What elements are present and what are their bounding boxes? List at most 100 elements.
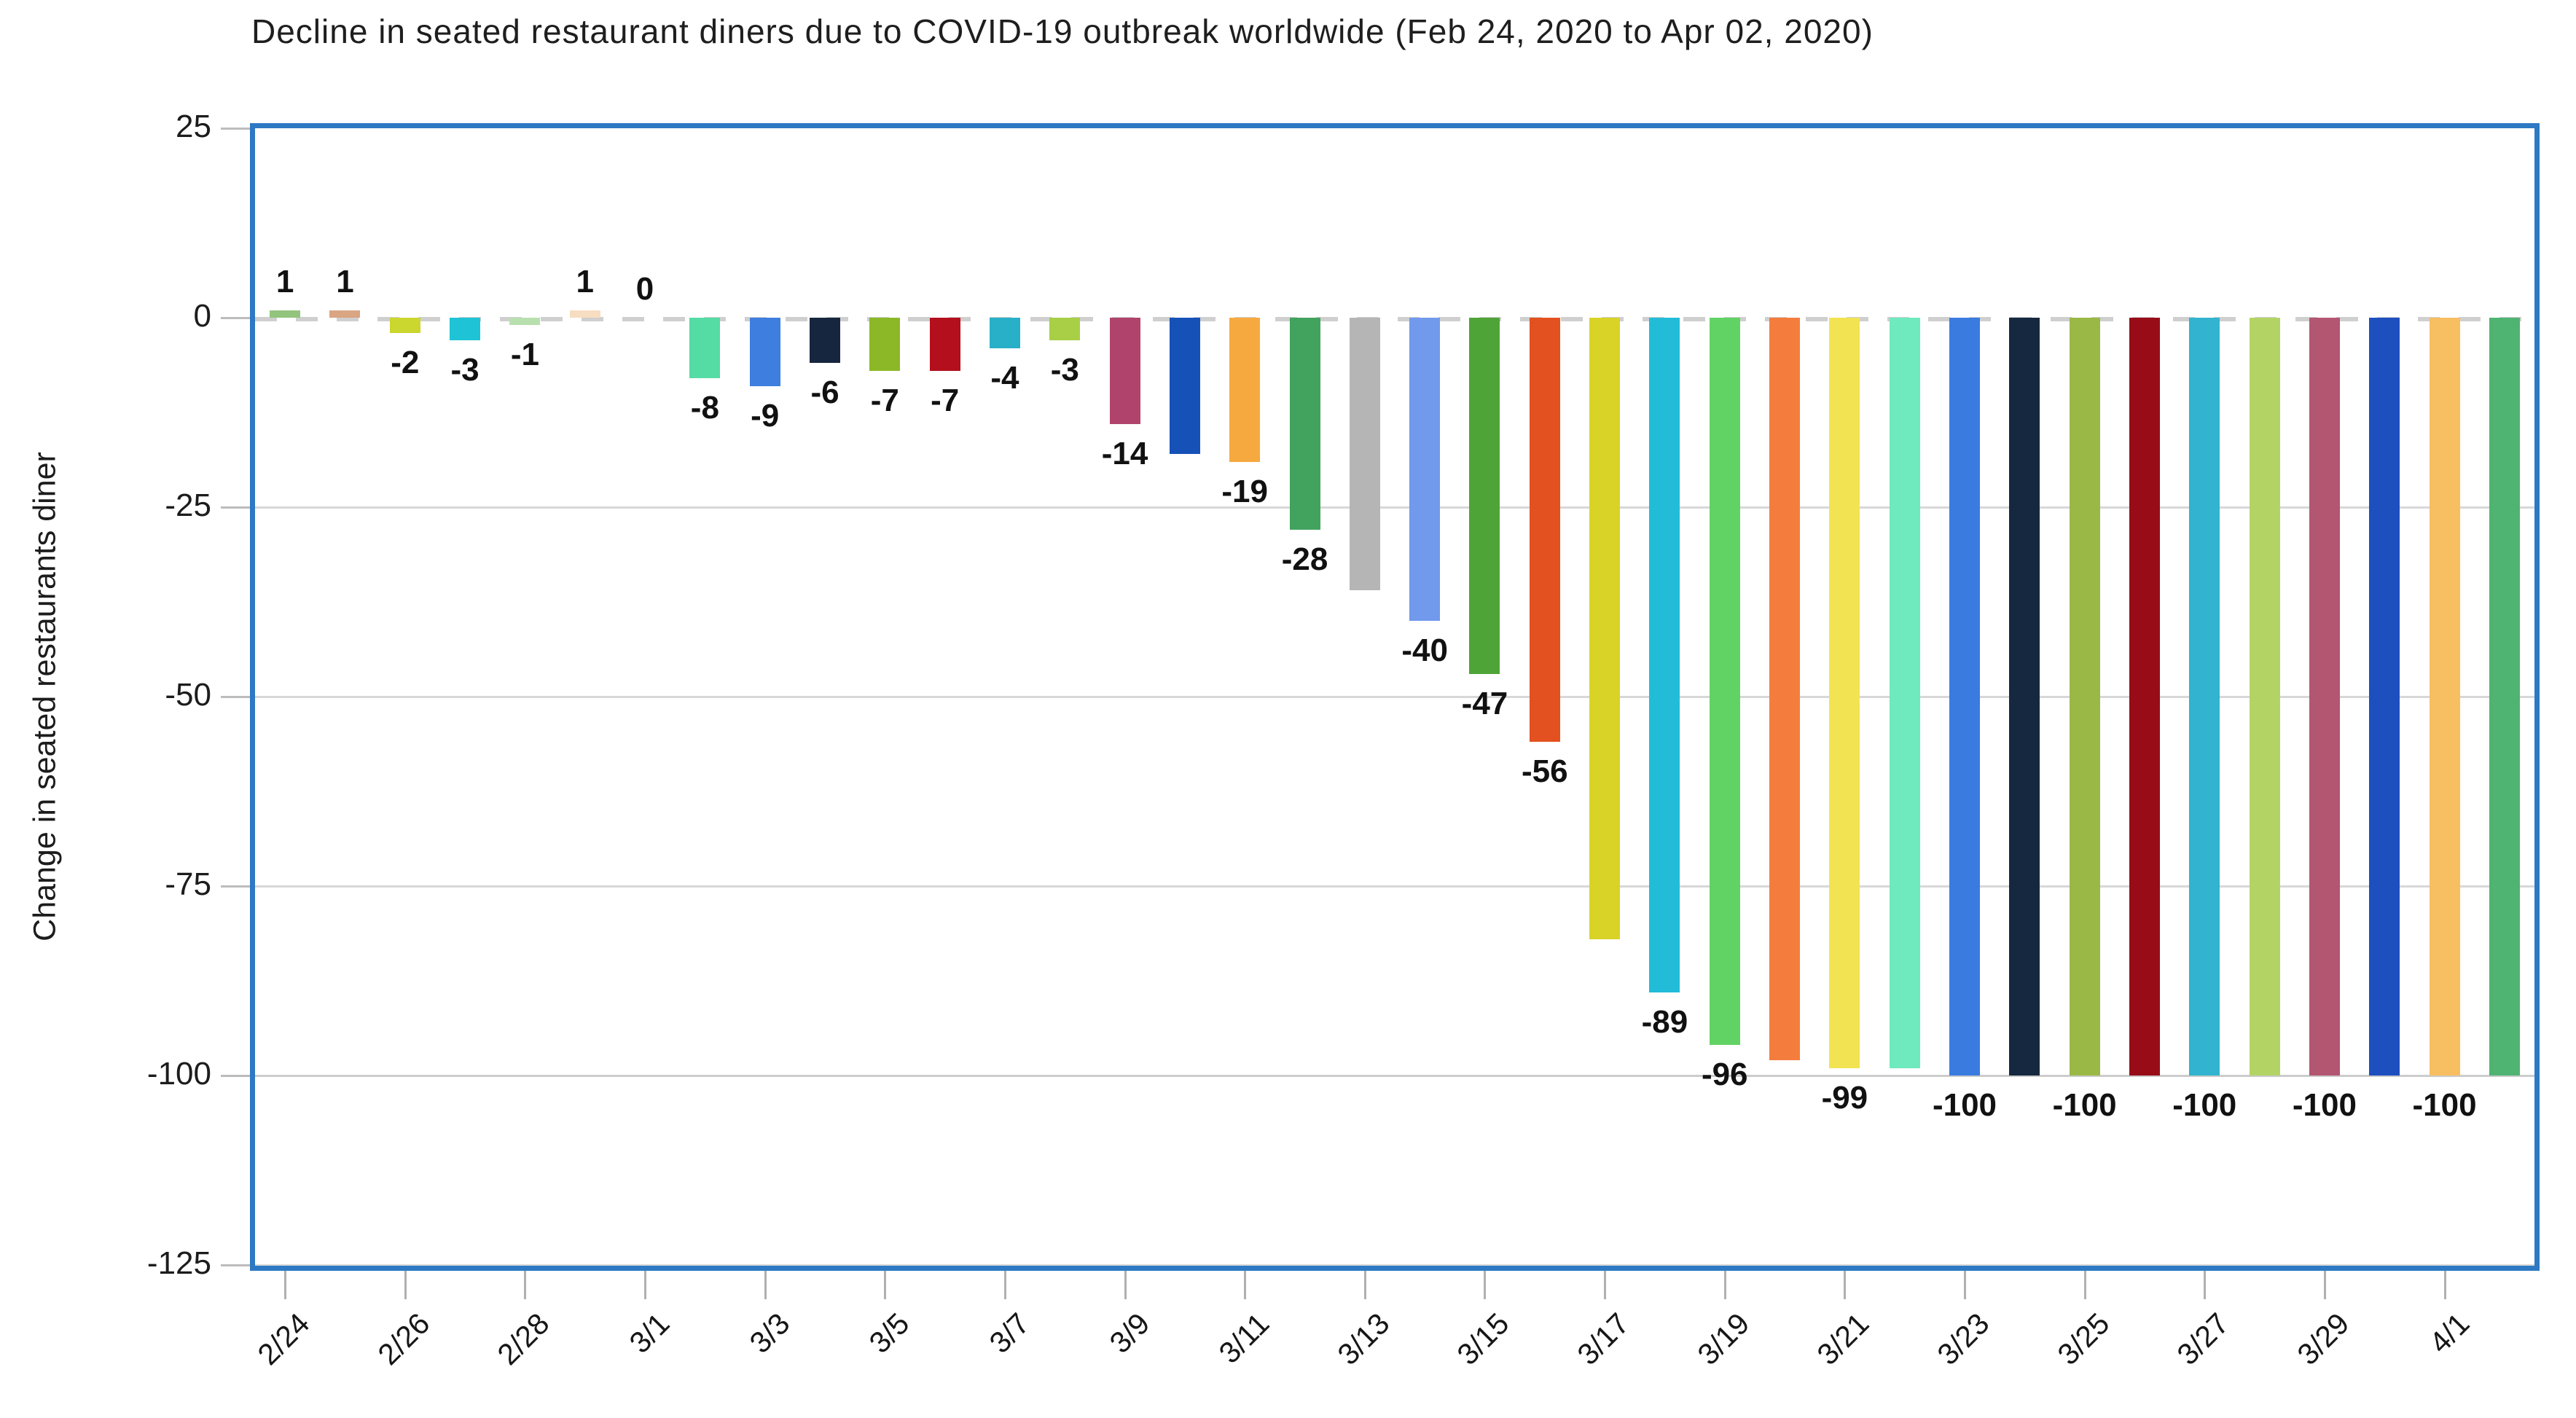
bar-value-label: -96	[1701, 1057, 1748, 1093]
x-axis-tick	[284, 1266, 287, 1299]
x-axis-tick	[1844, 1266, 1847, 1299]
bar	[1169, 318, 1200, 455]
bar-value-label: -99	[1821, 1079, 1868, 1116]
bar	[389, 318, 420, 333]
x-axis-tick-label: 3/21	[1810, 1307, 1876, 1371]
x-axis-tick-label: 3/27	[2170, 1307, 2236, 1371]
y-axis-tick	[221, 1264, 255, 1266]
x-axis-tick-label: 3/7	[982, 1307, 1036, 1360]
bar-value-label: -28	[1281, 541, 1328, 578]
bar-value-label: -47	[1461, 685, 1508, 721]
bar	[689, 318, 721, 379]
bar-value-label: 1	[336, 263, 354, 299]
x-axis-tick	[1604, 1266, 1607, 1299]
bar-value-label: 0	[635, 271, 654, 307]
x-axis-tick-label: 3/29	[2290, 1307, 2356, 1371]
y-axis-title: Change in seated restaurants diner	[27, 452, 63, 941]
x-axis-tick	[1363, 1266, 1366, 1299]
bar	[2189, 318, 2220, 1076]
chart-page: { "chart_data": { "type": "bar", "title"…	[27, 12, 2540, 1371]
bar	[1589, 318, 1621, 939]
y-axis-tick-label: 25	[176, 109, 211, 144]
x-axis-tick	[524, 1266, 527, 1299]
x-axis-tick	[764, 1266, 767, 1299]
bar	[1469, 318, 1500, 674]
gridline	[255, 506, 2534, 509]
x-axis-tick	[1964, 1266, 1966, 1299]
bar-value-label: -100	[1932, 1087, 1997, 1123]
y-axis-tick-label: -125	[146, 1245, 211, 1281]
gridline	[255, 885, 2534, 888]
x-axis-tick-label: 3/13	[1331, 1307, 1396, 1371]
bar	[1529, 318, 1560, 743]
y-axis-tick	[221, 128, 255, 130]
bar	[450, 318, 481, 341]
bar-value-label: 1	[275, 263, 294, 299]
x-axis-tick	[644, 1266, 647, 1299]
x-axis-tick-label: 3/3	[743, 1307, 796, 1360]
y-axis-tick	[221, 696, 255, 698]
x-axis-tick	[1723, 1266, 1726, 1299]
bar	[1889, 318, 1920, 1068]
y-axis-tick-label: -50	[165, 677, 211, 713]
x-axis-tick-label: 3/19	[1691, 1307, 1756, 1371]
chart-title: Decline in seated restaurant diners due …	[251, 12, 1874, 50]
bar-value-label: -14	[1101, 435, 1148, 471]
bar	[869, 318, 901, 371]
x-axis-tick	[1003, 1266, 1006, 1299]
bar-value-label: -7	[870, 382, 899, 418]
y-axis-tick-label: -75	[165, 866, 211, 902]
x-axis-tick-label: 3/1	[622, 1307, 676, 1360]
bar	[2009, 318, 2040, 1076]
bar-value-label: -19	[1221, 473, 1268, 509]
bar	[569, 310, 600, 318]
bar	[1289, 318, 1320, 530]
bar	[749, 318, 780, 386]
x-axis-tick	[2323, 1266, 2326, 1299]
x-axis-tick-label: 3/5	[863, 1307, 916, 1360]
bar-value-label: -2	[391, 344, 420, 380]
x-axis-tick	[2204, 1266, 2207, 1299]
y-axis-tick	[221, 1075, 255, 1077]
bar	[810, 318, 840, 364]
bar-value-label: -100	[2292, 1087, 2357, 1123]
bar-value-label: -3	[450, 352, 479, 388]
bar	[2129, 318, 2160, 1076]
bar	[1769, 318, 1801, 1061]
bar-value-label: -56	[1521, 753, 1568, 790]
x-axis-tick	[404, 1266, 407, 1299]
bar-value-label: -40	[1401, 632, 1448, 668]
zero-gridline	[255, 317, 2534, 321]
y-axis-tick	[221, 506, 255, 509]
bar	[329, 310, 361, 318]
bar	[270, 310, 301, 318]
bar	[2249, 318, 2280, 1076]
x-axis-tick	[2443, 1266, 2446, 1299]
bar	[1709, 318, 1740, 1046]
bar-value-label: -89	[1641, 1003, 1688, 1040]
bar	[1049, 318, 1081, 341]
bar-value-label: -1	[510, 337, 539, 373]
bar-value-label: -6	[810, 375, 839, 411]
y-axis-tick	[221, 317, 255, 319]
bar	[509, 318, 541, 326]
x-axis-tick-label: 3/9	[1103, 1307, 1156, 1360]
gridline	[255, 696, 2534, 698]
x-axis-tick-label: 2/28	[490, 1307, 556, 1371]
bar	[1109, 318, 1140, 424]
bar	[2429, 318, 2460, 1076]
x-axis-tick	[884, 1266, 887, 1299]
gridline	[255, 1264, 2534, 1266]
y-axis-tick-label: 0	[193, 298, 211, 334]
x-axis-tick-label: 3/11	[1212, 1307, 1276, 1370]
bar-value-label: -9	[751, 397, 780, 434]
bar	[2369, 318, 2400, 1076]
bar-value-label: -7	[931, 382, 960, 418]
bar	[1829, 318, 1860, 1068]
chart-plot-area: 1 1 -2 -3 -1 1 0 -8 -9 -6 -7 -7 -4 -3 -14 -19 -28 -40 -47-…	[255, 128, 2534, 1266]
bar	[929, 318, 960, 371]
bar	[2309, 318, 2340, 1076]
bar	[2489, 318, 2520, 1076]
x-axis-tick-label: 3/25	[2051, 1307, 2116, 1371]
bar	[1229, 318, 1261, 462]
